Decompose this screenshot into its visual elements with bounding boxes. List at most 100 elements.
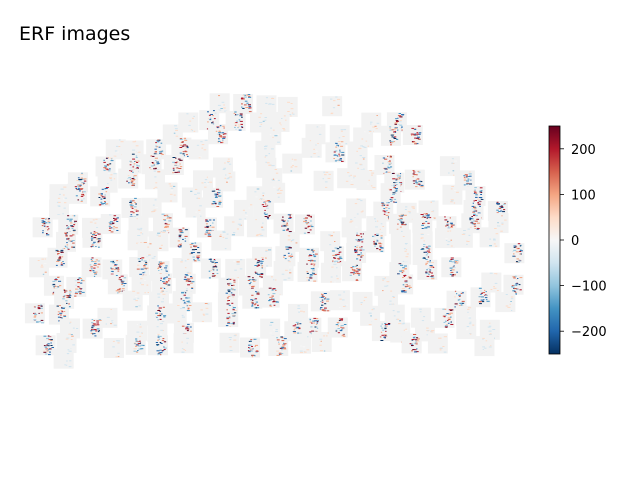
colorbar-tick-label: 0 <box>571 234 579 249</box>
sensor-erf-image <box>255 140 276 161</box>
sensor-erf-image <box>329 290 350 311</box>
sensor-erf-image <box>310 291 331 312</box>
sensor-erf-image <box>181 242 202 263</box>
colorbar-gradient <box>548 125 561 355</box>
sensor-erf-image <box>157 182 178 203</box>
sensor-erf-image <box>32 217 53 238</box>
sensor-erf-image <box>356 169 377 190</box>
sensor-erf-image <box>178 112 199 133</box>
sensor-erf-image <box>311 332 332 353</box>
sensor-erf-image <box>203 187 224 208</box>
sensor-erf-image <box>29 257 50 278</box>
sensor-erf-image <box>172 258 193 279</box>
sensor-erf-image <box>313 170 334 191</box>
sensor-erf-image <box>171 137 192 158</box>
colorbar-tick-label: 200 <box>571 143 596 158</box>
sensor-erf-image <box>452 227 473 248</box>
sensor-erf-image <box>148 335 169 356</box>
sensor-erf-image <box>240 337 261 358</box>
sensor-erf-image <box>166 303 187 324</box>
sensor-erf-image <box>290 333 311 354</box>
sensor-erf-image <box>122 290 143 311</box>
sensor-erf-image <box>218 307 239 328</box>
sensor-erf-image <box>81 257 102 278</box>
sensor-erf-image <box>402 125 423 146</box>
sensor-erf-image <box>371 321 392 342</box>
colorbar-tick-label: 100 <box>571 188 596 203</box>
sensor-erf-image <box>192 170 213 191</box>
sensor-erf-image <box>90 186 111 207</box>
sensor-erf-image <box>273 213 294 234</box>
sensor-erf-image <box>225 110 246 131</box>
sensor-erf-image <box>35 335 56 356</box>
sensor-erf-image <box>103 337 124 358</box>
sensor-erf-image <box>503 274 524 295</box>
sensor-erf-image <box>58 214 79 235</box>
sensor-erf-image <box>495 292 516 313</box>
sensor-erf-image <box>364 232 385 253</box>
sensor-erf-image <box>346 198 367 219</box>
sensor-erf-image <box>82 318 103 339</box>
sensor-erf-image <box>200 258 221 279</box>
sensor-erf-image <box>163 154 184 175</box>
sensor-erf-image <box>105 139 126 160</box>
sensor-erf-image <box>54 288 75 309</box>
sensor-erf-image <box>479 319 500 340</box>
sensor-erf-image <box>417 259 438 280</box>
sensor-erf-image <box>388 213 409 234</box>
sensor-erf-image <box>188 139 209 160</box>
sensor-erf-image <box>219 332 240 353</box>
sensor-erf-image <box>380 125 401 146</box>
sensor-erf-image <box>67 183 88 204</box>
sensor-erf-image <box>121 153 142 174</box>
sensor-erf-image <box>129 257 150 278</box>
sensor-erf-image <box>327 317 348 338</box>
sensor-erf-image <box>297 261 318 282</box>
sensor-erf-image <box>435 228 456 249</box>
sensor-erf-image <box>265 182 286 203</box>
sensor-erf-image <box>259 287 280 308</box>
sensor-erf-image <box>47 247 68 268</box>
sensor-erf-image <box>141 197 162 218</box>
sensor-erf-image <box>242 288 263 309</box>
sensor-erf-image <box>254 199 275 220</box>
sensor-erf-image <box>24 303 45 324</box>
sensor-erf-image <box>192 302 213 323</box>
sensor-erf-image <box>470 287 491 308</box>
colorbar-tick-label: −100 <box>571 280 607 295</box>
colorbar: 200 100 0 −100 −200 <box>548 125 607 355</box>
sensor-erf-image <box>294 214 315 235</box>
sensor-erf-image <box>118 168 139 189</box>
sensor-erf-image <box>246 258 267 279</box>
sensor-erf-image <box>53 348 74 369</box>
sensor-erf-image <box>366 216 387 237</box>
sensor-erf-image <box>208 124 229 145</box>
sensor-erf-image <box>125 334 146 355</box>
sensor-erf-image <box>325 142 346 163</box>
sensor-erf-image <box>152 273 173 294</box>
sensor-erf-image <box>282 153 303 174</box>
colorbar-tick-label: −200 <box>571 325 607 340</box>
sensor-erf-image <box>374 154 395 175</box>
sensor-erf-image <box>322 96 343 117</box>
sensor-erf-image <box>442 184 463 205</box>
sensor-erf-image <box>337 168 358 189</box>
sensor-erf-image <box>225 258 246 279</box>
sensor-erf-image <box>185 197 206 218</box>
sensor-erf-image <box>474 336 495 357</box>
sensor-erf-image <box>380 183 401 204</box>
sensor-erf-image <box>404 169 425 190</box>
sensor-erf-image <box>100 214 121 235</box>
sensor-erf-image <box>173 333 194 354</box>
sensor-erf-image <box>374 275 395 296</box>
sensor-erf-image <box>233 93 254 114</box>
sensor-erf-image <box>246 217 267 238</box>
sensor-erf-image <box>360 305 381 326</box>
sensor-erf-image <box>384 304 405 325</box>
sensor-erf-image <box>441 257 462 278</box>
chart-title: ERF images <box>19 23 130 45</box>
sensor-erf-image <box>233 199 254 220</box>
sensor-erf-image <box>256 95 277 116</box>
sensor-erf-image <box>48 199 69 220</box>
